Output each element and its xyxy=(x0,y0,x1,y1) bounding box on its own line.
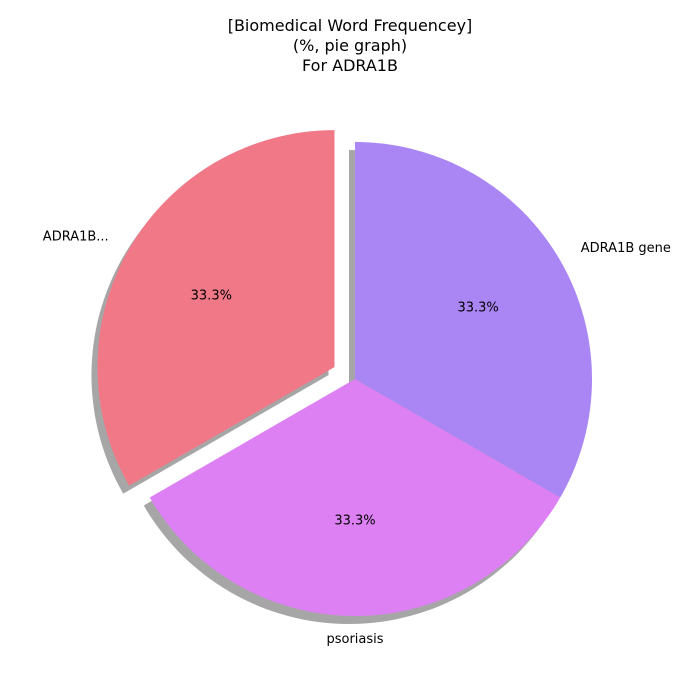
chart-title-line-3: For ADRA1B xyxy=(302,56,398,75)
pie-slice-adra1b-gene xyxy=(355,142,592,498)
chart-title-line-2: (%, pie graph) xyxy=(292,36,408,55)
percent-label-adra1b-gene: 33.3% xyxy=(457,300,498,315)
pie-slice-adra1b xyxy=(97,130,335,486)
chart-title-line-1: [Biomedical Word Frequencey] xyxy=(227,16,473,35)
slice-label-psoriasis: psoriasis xyxy=(326,632,383,647)
percent-label-psoriasis: 33.3% xyxy=(334,514,375,529)
slice-label-adra1b: ADRA1B... xyxy=(43,229,109,244)
slice-label-adra1b-gene: ADRA1B gene xyxy=(581,241,671,256)
chart-title: [Biomedical Word Frequencey] (%, pie gra… xyxy=(0,16,700,76)
percent-label-adra1b: 33.3% xyxy=(191,289,232,304)
